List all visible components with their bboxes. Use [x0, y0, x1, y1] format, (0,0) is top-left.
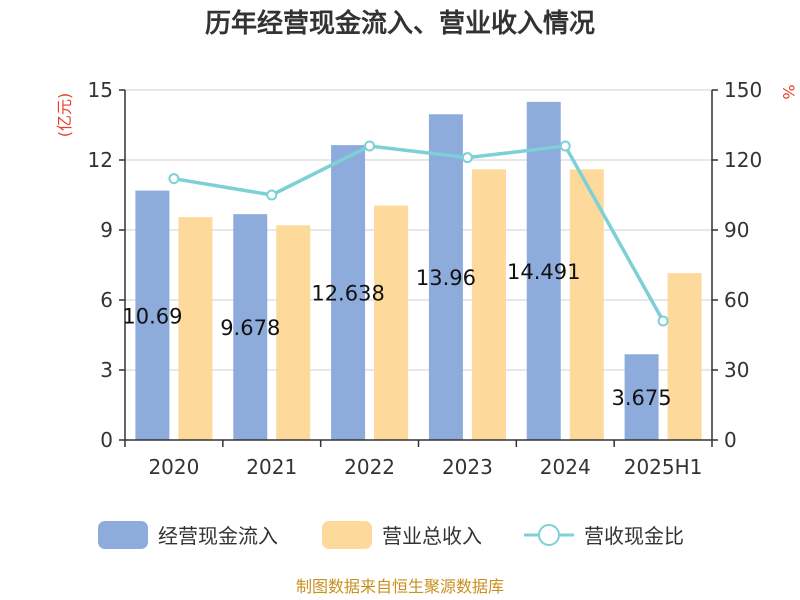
right-tick-label: 150 [724, 78, 762, 102]
right-tick-label: 30 [724, 358, 749, 382]
cash-inflow-bar [526, 101, 561, 441]
right-tick-label: 0 [724, 428, 737, 452]
bar-value-label: 12.638 [311, 282, 384, 306]
ratio-line [168, 140, 669, 327]
grid [125, 89, 712, 371]
x-tick-label: 2020 [148, 455, 199, 479]
ratio-point [559, 140, 571, 152]
revenue-bar [471, 169, 506, 441]
cash-inflow-bar [233, 214, 268, 440]
cash-inflow-bar [331, 145, 366, 440]
legend-swatch [322, 521, 372, 549]
legend-swatch [98, 521, 148, 549]
x-tick-label: 2022 [344, 455, 395, 479]
left-axis-unit: (亿元) [55, 93, 74, 138]
cash-inflow-bar [624, 354, 659, 440]
right-tick-label: 90 [724, 218, 749, 242]
legend-label: 营收现金比 [584, 524, 684, 548]
left-tick-label: 12 [88, 148, 113, 172]
bar-value-label: 14.491 [507, 260, 580, 284]
revenue-bar [569, 169, 604, 441]
left-tick-label: 0 [100, 428, 113, 452]
ratio-point [266, 189, 278, 201]
bar-value-label: 9.678 [220, 316, 280, 340]
ratio-point [364, 140, 376, 152]
chart-title: 历年经营现金流入、营业收入情况 [205, 8, 595, 39]
ratio-point [461, 152, 473, 164]
left-tick-label: 15 [88, 78, 113, 102]
bars [135, 101, 702, 441]
legend-marker [538, 524, 560, 546]
bar-labels: 10.69 9.678 12.638 13.96 14.491 3.675 [122, 260, 671, 410]
bar-value-label: 13.96 [416, 266, 476, 290]
right-tick-label: 60 [724, 288, 749, 312]
bar-value-label: 3.675 [612, 386, 672, 410]
bar-value-label: 10.69 [122, 304, 182, 328]
x-tick-label: 2025H1 [624, 455, 703, 479]
x-tick-label: 2021 [246, 455, 297, 479]
revenue-bar [276, 225, 311, 440]
ratio-point [168, 173, 180, 185]
legend-label: 营业总收入 [382, 524, 482, 548]
legend: 经营现金流入 营业总收入 营收现金比 [98, 521, 684, 549]
right-axis-unit: % [779, 84, 798, 99]
cash-inflow-bar [135, 190, 170, 440]
x-tick-label: 2024 [540, 455, 591, 479]
right-tick-label: 120 [724, 148, 762, 172]
left-tick-label: 3 [100, 358, 113, 382]
source-note: 制图数据来自恒生聚源数据库 [296, 577, 504, 596]
cash-inflow-bar [428, 114, 463, 441]
revenue-bar [178, 217, 213, 440]
ratio-point [657, 315, 669, 327]
ratio-line-path [173, 144, 665, 322]
legend-label: 经营现金流入 [158, 524, 278, 548]
left-tick-label: 9 [100, 218, 113, 242]
left-tick-label: 6 [100, 288, 113, 312]
revenue-bar [667, 273, 702, 440]
revenue-bar [374, 205, 409, 440]
axes: 0 0 3 30 6 60 9 90 12 120 15 150 2020 2021 2022 2023 202… [88, 78, 763, 479]
x-tick-label: 2023 [442, 455, 493, 479]
